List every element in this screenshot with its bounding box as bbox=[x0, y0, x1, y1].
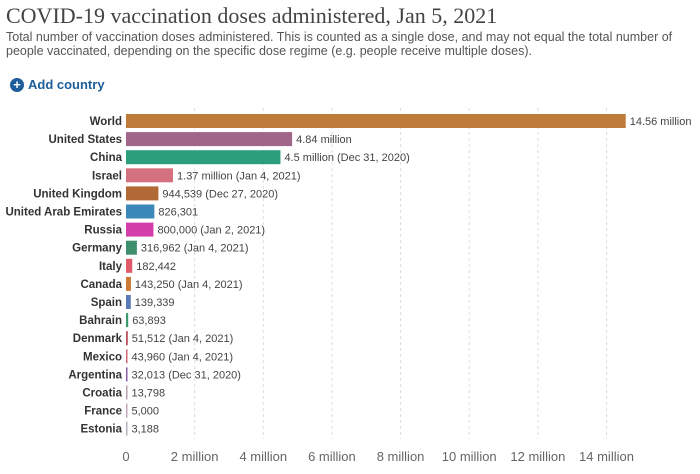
value-label: 4.84 million bbox=[296, 134, 352, 146]
x-axis-ticks: 0 2 million 4 million 6 million 8 million 10 … bbox=[122, 449, 634, 464]
bar[interactable] bbox=[126, 403, 128, 418]
bar[interactable] bbox=[126, 349, 128, 364]
x-tick-label: 10 million bbox=[442, 449, 497, 464]
page-title: COVID-19 vaccination doses administered,… bbox=[6, 3, 498, 28]
bar-chart: World 14.56 million United States 4.84 mill… bbox=[5, 108, 691, 464]
value-label: 14.56 million bbox=[630, 116, 692, 128]
category-label: France bbox=[84, 406, 122, 418]
bar-layer: World 14.56 million United States 4.84 mill… bbox=[5, 114, 691, 436]
category-label: Russia bbox=[84, 225, 122, 237]
value-label: 3,188 bbox=[132, 424, 160, 436]
bar[interactable] bbox=[126, 186, 159, 201]
value-label: 51,512 (Jan 4, 2021) bbox=[132, 333, 234, 345]
bar[interactable] bbox=[126, 114, 626, 128]
bar[interactable] bbox=[126, 168, 174, 183]
category-label: Croatia bbox=[82, 388, 122, 400]
bar[interactable] bbox=[126, 132, 293, 147]
value-label: 143,250 (Jan 4, 2021) bbox=[135, 279, 243, 291]
category-label: Canada bbox=[80, 279, 122, 291]
category-label: Spain bbox=[91, 297, 122, 309]
value-label: 182,442 bbox=[136, 261, 176, 273]
value-label: 944,539 (Dec 27, 2020) bbox=[162, 188, 278, 200]
x-tick-label: 2 million bbox=[171, 449, 219, 464]
bar[interactable] bbox=[126, 331, 128, 346]
bar[interactable] bbox=[126, 385, 128, 400]
value-label: 1.37 million (Jan 4, 2021) bbox=[177, 170, 301, 182]
category-label: Bahrain bbox=[79, 315, 122, 327]
x-tick-label: 4 million bbox=[239, 449, 287, 464]
category-label: United States bbox=[49, 134, 123, 146]
add-country-label: Add country bbox=[28, 77, 105, 92]
bar[interactable] bbox=[126, 240, 137, 255]
category-label: Denmark bbox=[73, 333, 123, 345]
page-subtitle: Total number of vaccination doses admini… bbox=[6, 30, 673, 58]
x-tick-label: 8 million bbox=[377, 449, 425, 464]
category-label: United Arab Emirates bbox=[5, 207, 122, 219]
bar[interactable] bbox=[126, 421, 128, 436]
category-label: Israel bbox=[92, 170, 122, 182]
value-label: 63,893 bbox=[132, 315, 166, 327]
bar[interactable] bbox=[126, 222, 154, 237]
add-country-button[interactable]: + Add country bbox=[10, 77, 105, 92]
bar[interactable] bbox=[126, 276, 131, 291]
x-tick-label: 6 million bbox=[308, 449, 356, 464]
bar[interactable] bbox=[126, 204, 155, 219]
value-label: 139,339 bbox=[135, 297, 175, 309]
x-tick-label: 12 million bbox=[510, 449, 565, 464]
category-label: Argentina bbox=[68, 369, 122, 381]
value-label: 826,301 bbox=[158, 207, 198, 219]
value-label: 4.5 million (Dec 31, 2020) bbox=[284, 152, 409, 164]
value-label: 316,962 (Jan 4, 2021) bbox=[141, 243, 249, 255]
bar[interactable] bbox=[126, 367, 128, 382]
category-label: China bbox=[90, 152, 123, 164]
category-label: Germany bbox=[72, 243, 122, 255]
category-label: Mexico bbox=[83, 351, 122, 363]
value-label: 43,960 (Jan 4, 2021) bbox=[132, 351, 234, 363]
category-label: World bbox=[90, 116, 122, 128]
category-label: Italy bbox=[99, 261, 123, 273]
bar[interactable] bbox=[126, 295, 131, 309]
x-tick-label: 14 million bbox=[579, 449, 634, 464]
value-label: 13,798 bbox=[132, 388, 166, 400]
value-label: 32,013 (Dec 31, 2020) bbox=[132, 369, 241, 381]
value-label: 5,000 bbox=[132, 406, 160, 418]
category-label: Estonia bbox=[80, 424, 122, 436]
plus-circle-icon: + bbox=[10, 77, 24, 92]
bar[interactable] bbox=[126, 313, 129, 328]
bar[interactable] bbox=[126, 150, 281, 165]
bar[interactable] bbox=[126, 258, 133, 273]
category-label: United Kingdom bbox=[33, 188, 122, 200]
x-tick-label: 0 bbox=[122, 449, 129, 464]
value-label: 800,000 (Jan 2, 2021) bbox=[157, 225, 265, 237]
